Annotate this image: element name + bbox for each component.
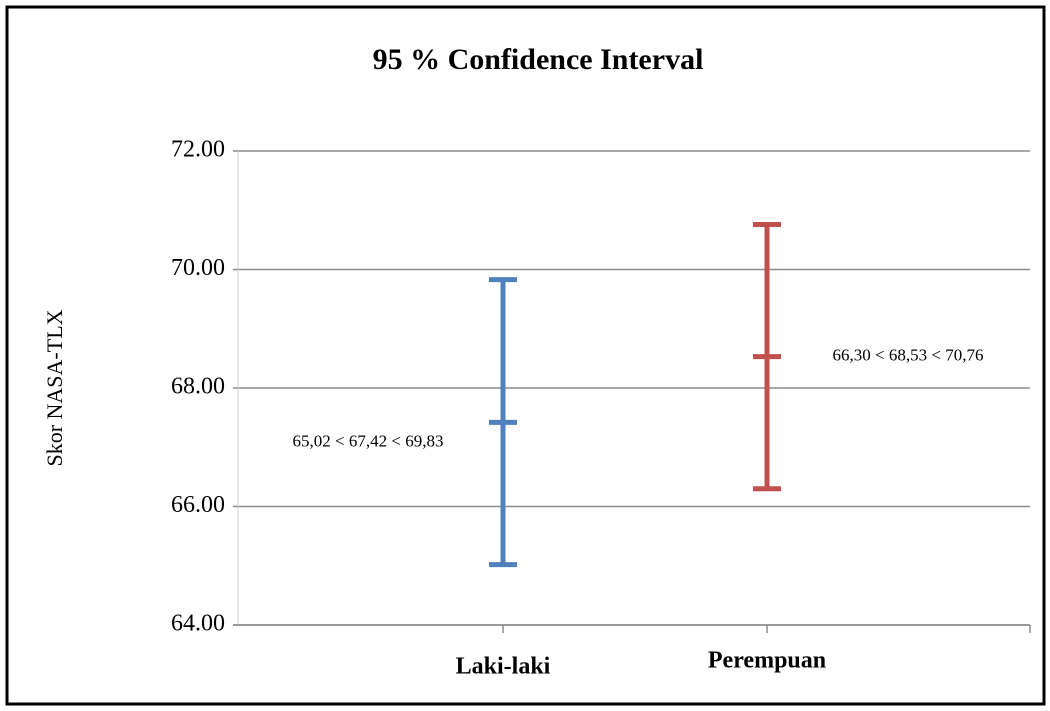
x-tick-label: Perempuan [708, 648, 826, 674]
y-axis-label: Skor NASA-TLX [42, 309, 67, 466]
x-tick-label: Laki-laki [456, 654, 551, 680]
page: 95 % Confidence Interval Skor NASA-TLX 6… [0, 0, 1050, 711]
y-tick-label: 64.00 [171, 611, 225, 637]
y-tick-label: 70.00 [171, 255, 225, 281]
annotation: 65,02 < 67,42 < 69,83 [293, 431, 444, 450]
y-tick-label: 68.00 [171, 374, 225, 400]
annotation: 66,30 < 68,53 < 70,76 [833, 346, 984, 365]
y-tick-label: 66.00 [171, 492, 225, 518]
chart-title: 95 % Confidence Interval [373, 43, 704, 76]
y-tick-label: 72.00 [171, 137, 225, 163]
chart: 95 % Confidence Interval Skor NASA-TLX 6… [0, 0, 1050, 711]
